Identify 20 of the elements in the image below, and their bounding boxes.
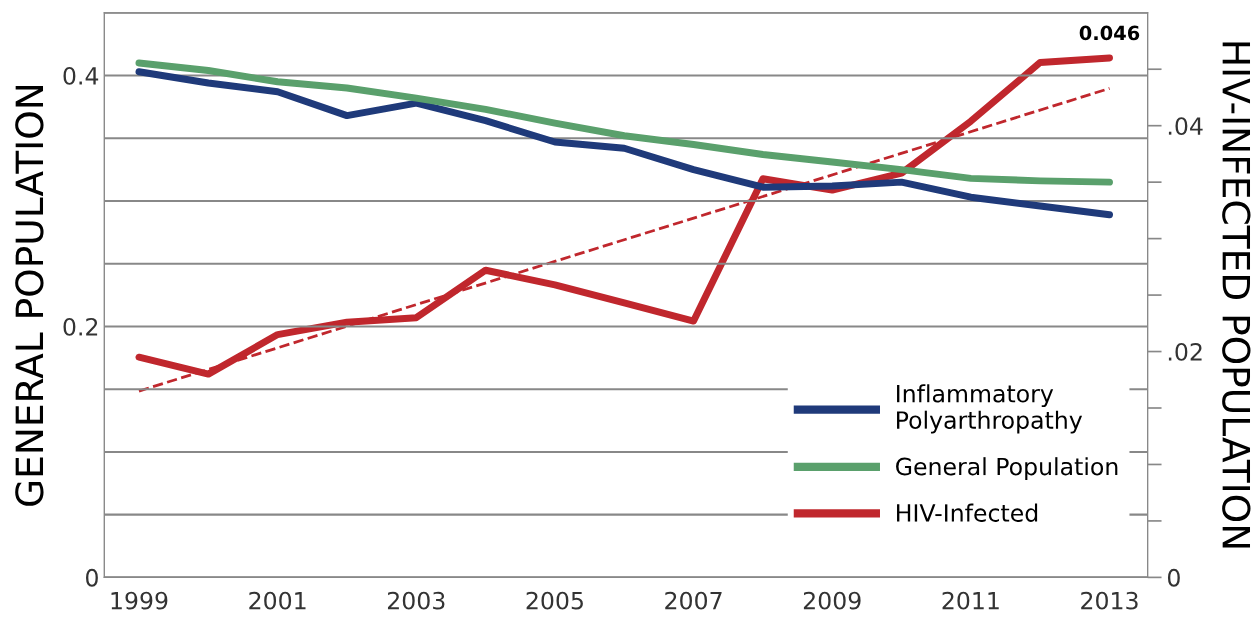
x-tick-label: 2009 xyxy=(803,591,861,610)
data-label: 0.046 xyxy=(1079,25,1140,41)
y2-tick-label: 0 xyxy=(1167,568,1180,587)
y2-axis-title: HIV-INFECTED POPULATION xyxy=(1222,42,1251,548)
x-tick-label: 1999 xyxy=(111,591,168,610)
x-tick-label: 2011 xyxy=(942,591,999,610)
x-tick-label: 2003 xyxy=(387,591,445,610)
legend-label: Inflammatory Polyarthropathy xyxy=(897,384,1083,434)
y2-tick-label: .02 xyxy=(1168,342,1202,361)
y-tick-label: 0.4 xyxy=(63,66,99,85)
y-tick-label: 0 xyxy=(86,568,98,587)
x-tick-label: 2007 xyxy=(665,591,722,610)
legend-label: General Population xyxy=(896,457,1118,481)
legend-label: HIV-Infected xyxy=(897,503,1038,522)
x-tick-label: 2005 xyxy=(526,591,583,610)
x-tick-label: 2013 xyxy=(1081,591,1138,610)
y-tick-label: 0.2 xyxy=(63,317,98,336)
y-axis-title: GENERAL POPULATION xyxy=(15,85,44,506)
y2-tick-label: .04 xyxy=(1168,117,1203,135)
x-tick-label: 2001 xyxy=(249,591,306,610)
